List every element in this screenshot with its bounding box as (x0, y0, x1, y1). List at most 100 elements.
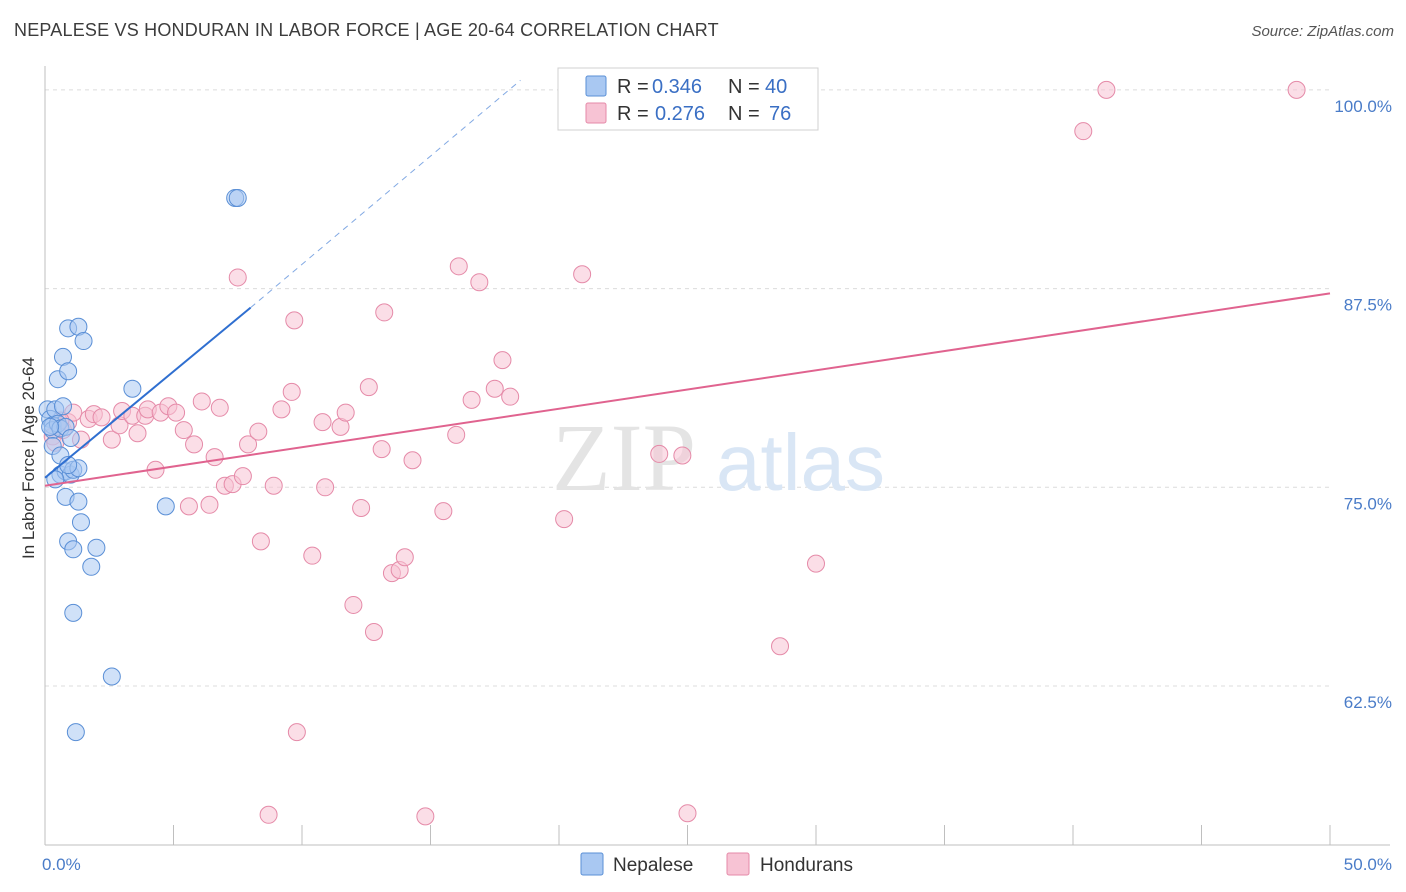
hondurans-point-26 (205, 448, 224, 467)
hondurans-point-49 (364, 622, 383, 641)
hondurans-point-58 (447, 425, 466, 444)
legend-r-label-hondurans: R = (617, 103, 649, 125)
hondurans-point-34 (251, 532, 270, 551)
hondurans-point-23 (185, 435, 204, 454)
hondurans-point-42 (313, 413, 332, 432)
watermark: ZIP atlas (552, 404, 885, 511)
nepalese-point-39 (41, 417, 60, 436)
bottom-legend: Nepalese Hondurans (580, 852, 853, 876)
nepalese-point-22 (64, 540, 83, 559)
trend-line-nepalese-extension (250, 79, 521, 309)
hondurans-point-47 (352, 498, 371, 517)
y-tick-label-0: 100.0% (1334, 97, 1392, 116)
hondurans-point-27 (210, 398, 229, 417)
tick-labels: 100.0% 87.5% 75.0% 62.5% 0.0% 50.0% (42, 97, 1392, 874)
x-tick-label-0: 0.0% (42, 855, 81, 874)
hondurans-point-20 (167, 403, 186, 422)
nepalese-point-28 (71, 513, 90, 532)
hondurans-point-68 (673, 446, 692, 465)
hondurans-point-41 (303, 546, 322, 565)
hondurans-point-21 (174, 421, 193, 440)
hondurans-point-73 (1097, 80, 1116, 99)
hondurans-point-60 (462, 390, 481, 409)
watermark-atlas: atlas (716, 418, 885, 507)
y-tick-label-3: 62.5% (1344, 693, 1392, 712)
nepalese-point-36 (228, 188, 247, 207)
chart-source: Source: ZipAtlas.com (1251, 23, 1394, 40)
legend-r-label-nepalese: R = (617, 76, 649, 98)
hondurans-point-72 (1074, 122, 1093, 141)
trend-line-hondurans (44, 292, 1331, 487)
nepalese-point-11 (53, 397, 72, 416)
chart-title: NEPALESE VS HONDURAN IN LABOR FORCE | AG… (14, 20, 719, 40)
hondurans-point-61 (470, 273, 489, 292)
x-tick-label-1: 50.0% (1344, 855, 1392, 874)
nepalese-point-31 (87, 538, 106, 557)
watermark-zip: ZIP (552, 404, 696, 511)
trend-line-nepalese (44, 306, 252, 479)
hondurans-point-33 (249, 422, 268, 441)
hondurans-point-35 (259, 805, 278, 824)
hondurans-point-56 (416, 807, 435, 826)
legend-n-value-hondurans: 76 (769, 103, 791, 125)
y-tick-label-2: 75.0% (1344, 494, 1392, 513)
hondurans-point-45 (336, 403, 355, 422)
nepalese-point-23 (64, 603, 83, 622)
hondurans-point-51 (375, 303, 394, 322)
nepalese-point-29 (74, 332, 93, 351)
y-axis-label: In Labor Force | Age 20-64 (19, 357, 38, 559)
legend-n-label-hondurans: N = (728, 103, 760, 125)
bottom-legend-label-hondurans: Hondurans (760, 855, 853, 876)
hondurans-point-37 (272, 400, 291, 419)
hondurans-point-57 (434, 502, 453, 521)
legend: R = 0.346 N = 40 R = 0.276 N = 76 (557, 67, 819, 131)
hondurans-point-46 (344, 595, 363, 614)
hondurans-point-14 (128, 424, 147, 443)
hondurans-point-50 (372, 440, 391, 459)
legend-r-value-nepalese: 0.346 (652, 76, 702, 98)
nepalese-point-24 (66, 723, 85, 742)
hondurans-point-48 (359, 378, 378, 397)
hondurans-point-62 (485, 379, 504, 398)
legend-r-value-hondurans: 0.276 (655, 103, 705, 125)
hondurans-point-63 (493, 351, 512, 370)
legend-n-value-nepalese: 40 (765, 76, 787, 98)
series-nepalese-points (38, 188, 247, 742)
hondurans-point-24 (192, 392, 211, 411)
axes (44, 66, 1390, 846)
grid-lines (45, 89, 1330, 687)
hondurans-point-67 (650, 444, 669, 463)
hondurans-point-43 (316, 478, 335, 497)
hondurans-point-9 (92, 408, 111, 427)
hondurans-point-71 (807, 554, 825, 573)
hondurans-point-36 (264, 476, 283, 495)
hondurans-point-22 (179, 497, 198, 516)
legend-swatch-hondurans (585, 102, 607, 124)
hondurans-point-70 (771, 637, 790, 656)
nepalese-point-32 (102, 667, 121, 686)
hondurans-point-31 (233, 467, 252, 486)
hondurans-point-59 (449, 257, 468, 276)
hondurans-point-30 (228, 268, 247, 287)
bottom-legend-swatch-nepalese (580, 852, 604, 876)
hondurans-point-66 (573, 265, 592, 284)
legend-n-label-nepalese: N = (728, 76, 760, 98)
nepalese-point-34 (156, 497, 175, 516)
y-tick-label-1: 87.5% (1344, 296, 1392, 315)
hondurans-point-40 (287, 723, 306, 742)
bottom-legend-label-nepalese: Nepalese (613, 855, 693, 876)
nepalese-point-18 (59, 362, 78, 381)
hondurans-point-55 (403, 451, 422, 470)
hondurans-point-39 (285, 311, 304, 330)
hondurans-point-38 (282, 382, 301, 401)
nepalese-point-19 (61, 429, 80, 448)
hondurans-point-32 (239, 435, 258, 454)
legend-swatch-nepalese (585, 75, 607, 97)
hondurans-point-54 (395, 548, 414, 567)
trend-lines (44, 79, 1331, 487)
hondurans-point-69 (678, 804, 697, 823)
hondurans-point-10 (102, 430, 121, 449)
nepalese-point-26 (69, 492, 88, 511)
hondurans-point-64 (501, 387, 520, 406)
